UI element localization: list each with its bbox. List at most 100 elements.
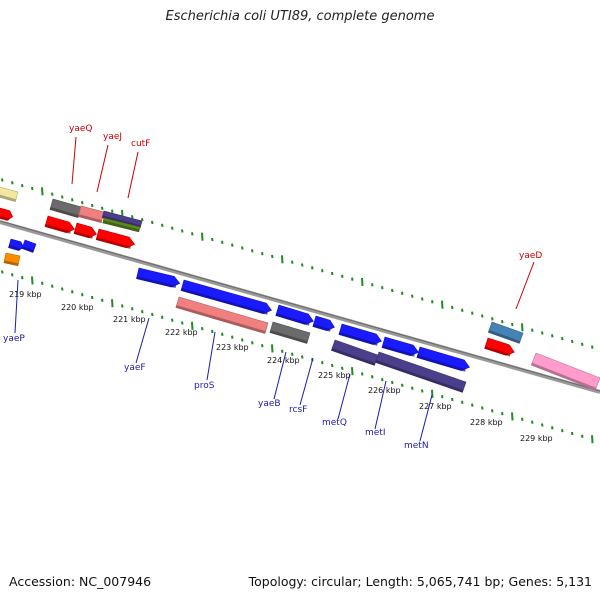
outer-tick [491,317,494,321]
outer-tick [191,232,194,236]
inner-tick [11,273,14,277]
inner-tick [231,335,234,339]
inner-tick [121,304,124,308]
outer-tick [411,294,414,298]
gene-feature [416,346,470,372]
scale-label: 226 kbp [368,386,401,395]
outer-tick [51,192,54,196]
inner-tick [571,431,574,436]
gene-feature [21,239,37,253]
outer-tick [21,184,24,188]
inner-tick [501,411,504,416]
gene-feature [102,217,141,233]
outer-tick [251,249,254,253]
topology-summary: Topology: circular; Length: 5,065,741 bp… [248,574,592,589]
outer-tick [151,220,154,225]
outer-tick [91,203,94,208]
outer-tick [181,229,184,233]
outer-tick [201,232,204,241]
scale-label: 222 kbp [165,328,198,337]
gene-label-proS: proS [194,381,215,391]
inner-tick [61,287,64,291]
leader-cutF [127,151,139,199]
inner-tick [491,409,494,413]
outer-tick [371,283,374,287]
outer-tick [111,209,114,213]
gene-feature [338,323,382,346]
gene-feature [381,336,419,357]
inner-tick [401,383,404,387]
gene-label-metQ: metQ [322,418,347,428]
outer-tick [581,342,584,346]
leader-metQ [337,373,351,420]
inner-tick [291,352,294,356]
scale-label: 219 kbp [9,290,42,299]
outer-tick [511,322,514,327]
gene-feature [0,207,14,221]
inner-tick [411,386,414,390]
inner-tick [511,412,514,421]
outer-tick [311,266,314,270]
inner-tick [91,295,94,300]
outer-tick [571,339,574,344]
inner-tick [481,406,484,410]
inner-tick [211,329,214,334]
outer-tick [321,268,324,273]
outer-tick [531,328,534,332]
inner-tick [561,428,564,433]
outer-tick [461,308,464,312]
outer-tick [101,206,104,210]
outer-tick [451,305,454,310]
outer-tick [521,323,524,332]
gene-label-metN: metN [404,441,429,451]
outer-tick [421,297,424,301]
outer-tick [241,246,244,250]
leader-yaeP [14,279,19,334]
outer-tick [341,274,344,278]
outer-tick [81,200,84,205]
scale-label: 224 kbp [267,356,300,365]
leader-yaeB [273,351,287,400]
gene-feature [530,352,600,391]
inner-tick-track [1,270,594,444]
accession-text: Accession: NC_007946 [9,574,152,589]
outer-tick [261,251,264,256]
outer-tick [271,254,274,259]
inner-tick [521,417,524,421]
inner-tick [301,355,304,359]
inner-tick [21,276,24,280]
inner-tick [131,307,134,311]
inner-tick [341,366,344,370]
outer-tick [481,314,484,318]
inner-tick [421,389,424,393]
gene-label-yaeD: yaeD [519,251,542,261]
inner-tick [251,341,254,345]
inner-tick [221,332,224,336]
inner-tick [431,389,434,398]
inner-tick [261,343,264,348]
inner-tick [541,423,544,427]
inner-tick [531,420,534,424]
leader-yaeJ [96,144,109,193]
inner-tick [391,380,394,385]
inner-tick [101,298,104,302]
outer-tick [361,277,364,287]
inner-tick [31,276,34,285]
outer-tick [471,311,474,315]
gene-feature [8,238,25,251]
leader-proS [206,331,216,381]
inner-tick [111,299,114,308]
scale-label: 221 kbp [113,315,146,324]
gene-feature [3,252,21,267]
inner-tick [51,284,54,288]
gene-yaeJ [77,205,105,224]
gene-yaeF [136,267,181,289]
outer-tick [391,288,394,293]
inner-tick [271,344,274,353]
inner-tick [441,394,444,399]
outer-tick [161,223,164,227]
scale-label: 225 kbp [318,371,351,380]
outer-tick [401,291,404,295]
inner-tick [281,349,284,353]
